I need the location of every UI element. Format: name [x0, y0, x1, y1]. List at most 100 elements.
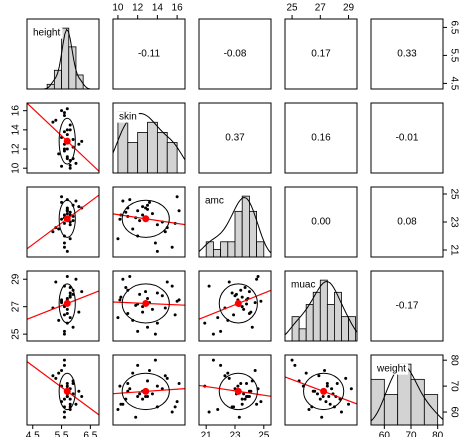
y-tick-label: 27 [11, 301, 22, 313]
scatter-point [160, 387, 164, 391]
scatter-point [65, 384, 69, 388]
scatter-point [54, 280, 58, 284]
x-tick-label: 5.5 [55, 431, 69, 437]
scatter-point [116, 237, 120, 241]
panel-frame [284, 18, 358, 90]
scatter-point [118, 384, 122, 388]
scatter-point [325, 384, 329, 388]
mean-point [63, 215, 71, 223]
scatter-point [170, 284, 174, 288]
scatter-point [175, 400, 179, 404]
scatter-point [134, 303, 138, 307]
scatter-point [116, 316, 120, 320]
correlation-label: 0.17 [311, 49, 331, 60]
scatter-point [230, 291, 234, 295]
scatter-point [155, 223, 159, 227]
x-tick-label: 6.5 [83, 431, 97, 437]
scatter-point [245, 302, 249, 306]
scatter-point [71, 219, 75, 223]
scatter-point [227, 280, 231, 284]
y-tick-label: 29 [11, 273, 22, 285]
scatter-point [239, 382, 243, 386]
scatter-point [160, 294, 164, 298]
y-tick-label: 6.5 [448, 20, 459, 34]
scatter-point [65, 394, 69, 398]
scatter-point [242, 307, 246, 311]
x-tick-label: 80 [432, 431, 444, 437]
histogram-bar [61, 27, 70, 90]
scatter-point [150, 212, 154, 216]
scatter-point [211, 332, 215, 336]
panel-frame [198, 186, 272, 258]
scatter-point [80, 394, 84, 398]
histogram-bar [220, 241, 229, 258]
x-tick-label: 25 [286, 3, 298, 14]
scatter-point [324, 400, 328, 404]
y-tick-label: 12 [11, 143, 22, 155]
scatter-point [146, 325, 150, 329]
panel-frame [284, 354, 358, 426]
scatter-point [77, 310, 81, 314]
scatter-point [65, 312, 69, 316]
scatter-point [163, 230, 167, 234]
scatter-point [165, 280, 169, 284]
scatter-point [259, 299, 263, 303]
variable-name-bg [31, 27, 63, 39]
scatter-point [155, 384, 159, 388]
scatter-point [57, 227, 61, 231]
fit-line [26, 361, 100, 416]
correlation-ellipse [303, 372, 345, 411]
scatter-point [146, 379, 150, 383]
correlation-label: -0.01 [396, 133, 419, 144]
scatter-point [344, 376, 348, 380]
scatter-point [126, 382, 130, 386]
scatter-point [60, 217, 64, 221]
histogram-bar [166, 142, 178, 174]
scatter-point [144, 394, 148, 398]
panel-frame [198, 102, 272, 174]
mean-point [63, 387, 71, 395]
scatter-point [173, 405, 177, 409]
scatter-point [247, 290, 251, 294]
scatter-point [317, 374, 321, 378]
scatter-point [65, 307, 69, 311]
scatter-point [136, 394, 140, 398]
panel-frame [284, 270, 358, 342]
histogram-bar [256, 241, 265, 258]
scatter-point [62, 332, 66, 336]
scatter-point [170, 245, 174, 249]
scatter-point [57, 318, 61, 322]
correlation-ellipse [58, 117, 76, 165]
scatter-point [290, 358, 294, 362]
scatter-point [54, 118, 58, 122]
variable-name-bg [289, 279, 318, 291]
scatter-point [121, 199, 125, 203]
scatter-point [80, 290, 84, 294]
x-tick-label: 25 [258, 431, 270, 437]
scatter-point [177, 382, 181, 386]
panel-frame [370, 102, 444, 174]
correlation-label: 0.08 [397, 217, 417, 228]
scatter-point [136, 329, 140, 333]
scatter-point [243, 285, 247, 289]
scatter-point [62, 415, 66, 419]
scatter-point [232, 313, 236, 317]
scatter-point [62, 113, 66, 117]
scatter-point [62, 213, 66, 217]
scatter-point [219, 363, 223, 367]
scatter-point [219, 329, 223, 333]
histogram-bar [147, 121, 158, 174]
scatter-point [65, 155, 69, 159]
panel-frame [26, 354, 100, 426]
correlation-label: 0.37 [225, 133, 245, 144]
scatter-point [138, 392, 142, 396]
scatter-point [211, 358, 215, 362]
correlation-ellipse [121, 283, 170, 324]
scatter-point [65, 249, 69, 253]
correlation-label: 0.33 [397, 49, 417, 60]
x-tick-label: 10 [112, 3, 124, 14]
correlation-label: -0.17 [396, 301, 419, 312]
scatter-point [155, 249, 159, 253]
scatter-point [65, 382, 69, 386]
scatter-point [74, 161, 78, 165]
